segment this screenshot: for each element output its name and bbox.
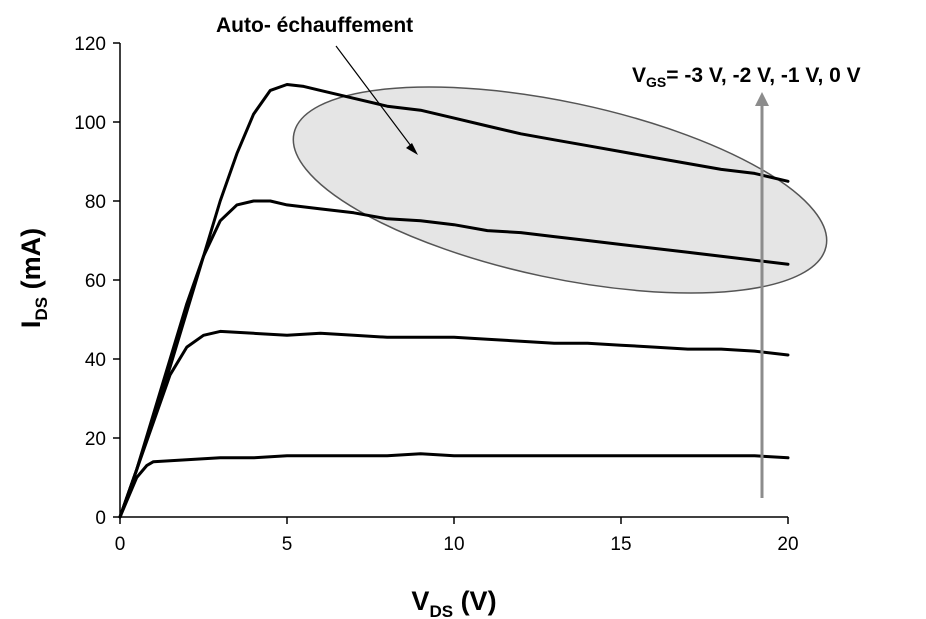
- y-tick-label: 100: [74, 113, 106, 134]
- y-tick-label: 80: [85, 192, 106, 213]
- annotation-vgs: VGS= -3 V, -2 V, -1 V, 0 V: [632, 64, 861, 90]
- annotation-vgs-prefix: V: [632, 64, 646, 87]
- y-axis-title-main: I: [16, 321, 46, 329]
- x-tick-label: 15: [610, 534, 631, 555]
- series-line-1: [118, 329, 790, 519]
- x-axis-title-unit: (V): [453, 586, 497, 616]
- x-axis-title: VDS (V): [411, 586, 496, 619]
- x-tick-label: 5: [282, 534, 293, 555]
- y-axis-title-sub: DS: [32, 297, 51, 321]
- y-axis-title: IDS (mA): [16, 228, 51, 328]
- x-axis-title-sub: DS: [429, 602, 453, 619]
- annotation-arrow: [335, 45, 415, 151]
- self-heating-ellipse: [292, 86, 828, 294]
- series-line-2: [118, 199, 790, 519]
- y-tick-label: 40: [85, 350, 106, 371]
- y-tick-label: 20: [85, 429, 106, 450]
- x-tick-label: 20: [777, 534, 798, 555]
- annotation-self-heating: Auto- échauffement: [216, 14, 413, 37]
- x-axis-title-main: V: [411, 586, 429, 616]
- series-layer: [118, 83, 790, 519]
- y-axis-title-unit: (mA): [16, 228, 46, 297]
- y-tick-label: 60: [85, 271, 106, 292]
- axes: 0 20 40 60 80 100 120 0 5 10 15 20: [74, 34, 798, 555]
- x-tick-label: 0: [115, 534, 126, 555]
- y-tick-label: 0: [95, 508, 106, 529]
- x-tick-label: 10: [443, 534, 464, 555]
- series-line-3: [118, 83, 790, 519]
- y-tick-label: 120: [74, 34, 106, 55]
- annotation-arrow-head: [406, 143, 418, 155]
- annotation-vgs-sub: GS: [646, 74, 666, 90]
- series-line-0: [118, 452, 790, 519]
- vgs-arrow-head: [755, 92, 769, 106]
- annotation-vgs-values: = -3 V, -2 V, -1 V, 0 V: [666, 64, 860, 87]
